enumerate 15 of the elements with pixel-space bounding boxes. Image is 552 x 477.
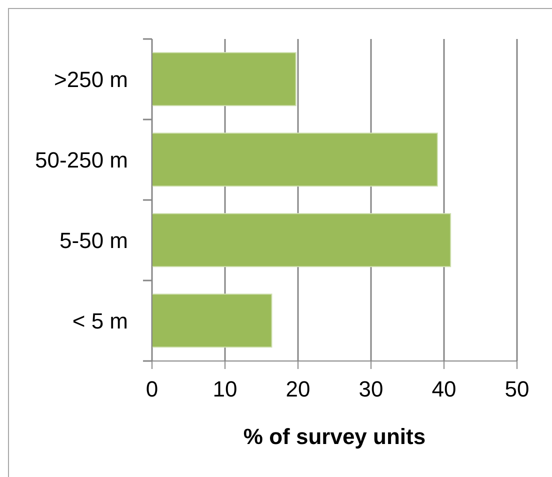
x-tick-label: 40 [432, 376, 456, 402]
x-tick-label: 50 [504, 376, 530, 402]
bar [152, 294, 272, 348]
x-tick-label: 0 [146, 376, 158, 402]
x-tick-label: 10 [212, 376, 238, 402]
y-tick-label: 5-50 m [60, 228, 128, 254]
y-tick-label: >250 m [54, 67, 128, 92]
bar [152, 52, 296, 106]
y-tick-label: < 5 m [72, 308, 128, 334]
x-tick-label: 30 [358, 376, 384, 402]
y-tick-label: 50-250 m [35, 148, 128, 173]
bar [152, 213, 452, 268]
x-axis-title: % of survey units [243, 424, 426, 449]
bar [152, 132, 438, 187]
x-tick-label: 20 [286, 376, 310, 402]
